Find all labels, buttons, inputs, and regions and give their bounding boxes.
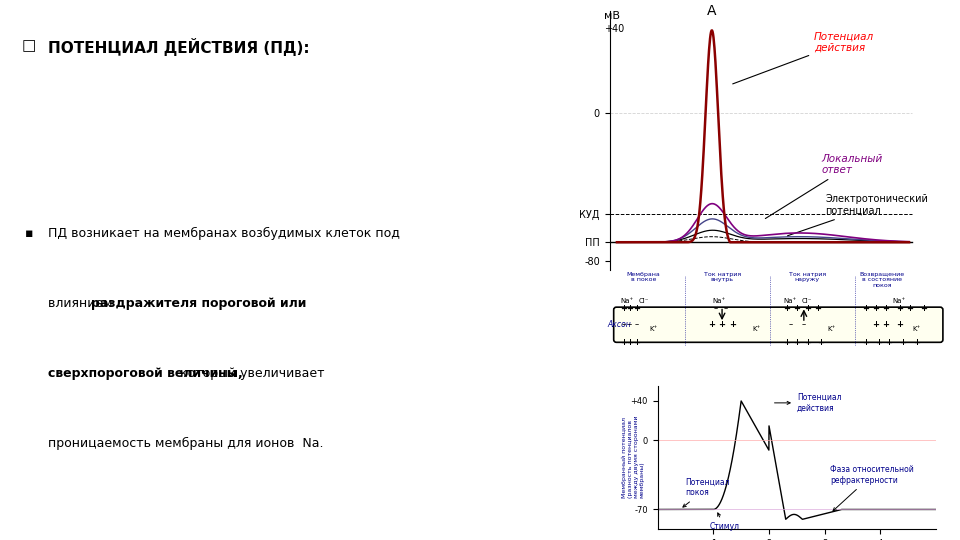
Text: +: + xyxy=(876,338,882,347)
Text: +: + xyxy=(627,305,634,313)
Text: +: + xyxy=(794,338,801,347)
Text: +: + xyxy=(783,338,790,347)
Text: Na⁺: Na⁺ xyxy=(893,298,906,304)
Text: +: + xyxy=(872,320,879,329)
Text: +: + xyxy=(913,338,920,347)
Text: +: + xyxy=(804,305,811,313)
Text: Ток натрия
внутрь: Ток натрия внутрь xyxy=(704,272,740,282)
Text: +: + xyxy=(920,305,926,313)
Text: ▪: ▪ xyxy=(24,227,33,240)
Text: ПД возникает на мембранах возбудимых клеток под: ПД возникает на мембранах возбудимых кле… xyxy=(48,227,400,240)
Text: Na⁺: Na⁺ xyxy=(620,298,634,304)
Text: –: – xyxy=(635,320,639,329)
Text: ПОТЕНЦИАЛ ДЕЙСТВИЯ (ПД):: ПОТЕНЦИАЛ ДЕЙСТВИЯ (ПД): xyxy=(48,38,310,56)
Text: сверхпороговой величины,: сверхпороговой величины, xyxy=(48,367,243,380)
Text: Ток натрия
наружу: Ток натрия наружу xyxy=(789,272,826,282)
Text: Мембранный потенциал
(разность потенциалов
между двумя сторонами
мембраны): Мембранный потенциал (разность потенциал… xyxy=(622,415,644,497)
Text: □: □ xyxy=(21,38,36,53)
Text: +: + xyxy=(817,338,825,347)
Text: –: – xyxy=(802,320,806,329)
Text: +: + xyxy=(872,305,879,313)
Text: –: – xyxy=(713,305,717,313)
Text: Потенциал
действия: Потенциал действия xyxy=(775,393,841,413)
Text: проницаемость мембраны для ионов  Na.: проницаемость мембраны для ионов Na. xyxy=(48,437,324,450)
Text: Возвращение
в состояние
покоя: Возвращение в состояние покоя xyxy=(859,272,905,288)
Text: Потенциал
покоя: Потенциал покоя xyxy=(683,478,730,507)
Text: –: – xyxy=(621,320,625,329)
Text: +: + xyxy=(719,320,726,329)
Text: влиянием: влиянием xyxy=(48,297,117,310)
Text: +: + xyxy=(896,320,902,329)
Text: K⁺: K⁺ xyxy=(827,326,835,332)
Text: +: + xyxy=(814,305,821,313)
Text: +40: +40 xyxy=(604,24,624,34)
Text: +: + xyxy=(729,320,735,329)
Text: +: + xyxy=(794,305,801,313)
Text: K⁺: K⁺ xyxy=(912,326,921,332)
Text: Фаза относительной
рефрактерности: Фаза относительной рефрактерности xyxy=(830,465,914,511)
Text: Cl⁻: Cl⁻ xyxy=(638,298,649,304)
Text: Cl⁻: Cl⁻ xyxy=(802,298,812,304)
Text: Потенциал
действия: Потенциал действия xyxy=(732,31,875,84)
Text: +: + xyxy=(862,305,869,313)
Text: Аксон: Аксон xyxy=(608,320,632,329)
Text: который увеличивает: который увеличивает xyxy=(177,367,324,380)
Text: –: – xyxy=(723,338,728,347)
Text: Стимул: Стимул xyxy=(709,513,739,531)
Text: +: + xyxy=(906,305,913,313)
Text: Na⁺: Na⁺ xyxy=(783,298,797,304)
Text: мВ: мВ xyxy=(604,11,620,21)
Text: +: + xyxy=(882,320,889,329)
Text: A: A xyxy=(708,3,716,17)
Text: +: + xyxy=(634,338,640,347)
Text: K⁺: K⁺ xyxy=(650,326,658,332)
Text: +: + xyxy=(804,338,811,347)
Text: K⁺: K⁺ xyxy=(752,326,760,332)
Text: +: + xyxy=(862,338,869,347)
Text: +: + xyxy=(634,305,640,313)
Text: +: + xyxy=(900,338,906,347)
Text: Электротонический
потенциал: Электротонический потенциал xyxy=(787,194,928,236)
Text: +: + xyxy=(783,305,790,313)
Text: +: + xyxy=(620,338,627,347)
Text: Локальный
ответ: Локальный ответ xyxy=(765,154,882,219)
Text: –: – xyxy=(723,305,728,313)
FancyBboxPatch shape xyxy=(613,307,943,342)
Text: –: – xyxy=(788,320,792,329)
Text: Na⁺: Na⁺ xyxy=(712,298,726,304)
Text: +: + xyxy=(896,305,902,313)
Text: +: + xyxy=(627,338,634,347)
Text: Мембрана
в покое: Мембрана в покое xyxy=(627,272,660,282)
Text: +: + xyxy=(620,305,627,313)
Text: –: – xyxy=(628,320,633,329)
Text: +: + xyxy=(708,320,715,329)
Text: раздражителя пороговой или: раздражителя пороговой или xyxy=(91,297,306,310)
Text: +: + xyxy=(882,305,889,313)
Text: –: – xyxy=(713,338,717,347)
Text: +: + xyxy=(885,338,893,347)
